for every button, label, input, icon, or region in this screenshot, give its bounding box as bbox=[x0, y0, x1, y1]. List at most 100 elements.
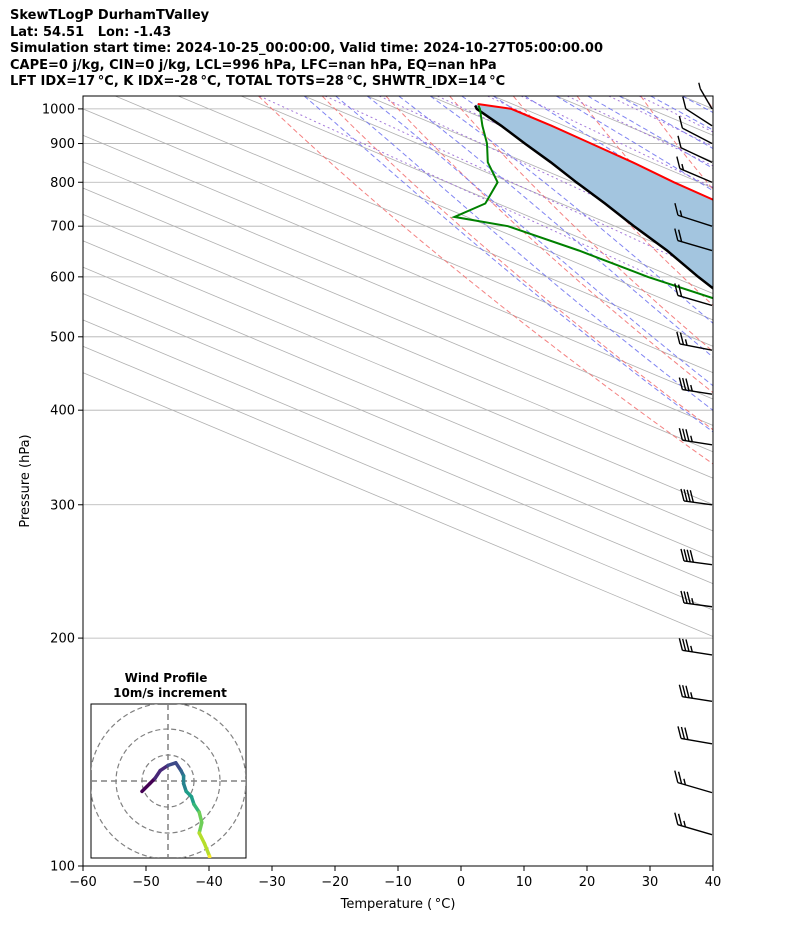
dry-adiabat bbox=[704, 96, 713, 110]
barb-flag bbox=[674, 812, 679, 825]
moist-adiabat bbox=[429, 96, 713, 324]
cape-line: CAPE=0 j/kg, CIN=0 j/kg, LCL=996 hPa, LF… bbox=[10, 57, 497, 73]
hodograph-subtitle: 10m/s increment bbox=[113, 686, 227, 700]
barb-flag bbox=[676, 156, 681, 169]
wind-barb bbox=[680, 488, 713, 506]
barb-staff bbox=[680, 737, 713, 745]
barb-flag bbox=[683, 549, 688, 562]
barb-staff bbox=[677, 781, 713, 794]
barb-flag bbox=[674, 283, 679, 296]
dry-adiabat bbox=[258, 96, 713, 465]
barb-flag bbox=[678, 638, 684, 651]
barb-flag bbox=[676, 331, 681, 345]
barb-staff bbox=[682, 649, 713, 656]
barb-flag bbox=[677, 135, 682, 148]
barb-flag bbox=[680, 488, 685, 502]
barb-halfflag bbox=[684, 339, 688, 346]
barb-halfflag bbox=[690, 435, 693, 442]
barb-flag bbox=[678, 377, 684, 390]
time-line: Simulation start time: 2024-10-25_00:00:… bbox=[10, 41, 603, 57]
barb-staff bbox=[683, 500, 713, 506]
wind-barbs bbox=[674, 82, 713, 836]
barb-flag bbox=[681, 377, 687, 391]
wind-barb bbox=[677, 135, 713, 163]
isotherm bbox=[83, 187, 713, 453]
moist-adiabat bbox=[587, 96, 713, 170]
barb-staff bbox=[679, 167, 713, 183]
barb-halfflag bbox=[690, 384, 693, 392]
y-tick-label: 100 bbox=[50, 860, 75, 875]
isotherm bbox=[83, 372, 713, 637]
mixing-ratio-line bbox=[567, 96, 713, 167]
wind-barb bbox=[674, 228, 713, 252]
index-line: LFT IDX=17 °C, K IDX=-28 °C, TOTAL TOTS=… bbox=[10, 74, 506, 90]
barb-halfflag bbox=[698, 82, 701, 89]
wind-barb bbox=[674, 203, 713, 227]
dewpoint-line bbox=[450, 105, 713, 300]
wind-barb bbox=[678, 684, 713, 703]
wind-barb bbox=[674, 812, 713, 836]
hodograph-segment bbox=[197, 810, 204, 825]
wind-barb bbox=[677, 726, 713, 745]
chart-header: SkewTLogP DurhamTValley Lat: 54.51 Lon: … bbox=[10, 8, 790, 91]
background-lines bbox=[83, 96, 713, 866]
x-tick-label: −10 bbox=[384, 875, 411, 890]
barb-staff bbox=[683, 560, 713, 566]
barb-flag bbox=[678, 115, 684, 129]
x-tick-label: −60 bbox=[69, 875, 96, 890]
cape-shading bbox=[475, 104, 713, 289]
mixing-ratio-line bbox=[437, 96, 713, 227]
wind-barb bbox=[680, 548, 713, 566]
x-tick-label: 40 bbox=[705, 875, 722, 890]
barb-flag bbox=[685, 378, 690, 391]
barb-halfflag bbox=[683, 778, 687, 786]
y-tick-label: 700 bbox=[50, 220, 75, 235]
x-tick-label: −30 bbox=[258, 875, 285, 890]
x-tick-label: 0 bbox=[457, 875, 465, 890]
y-tick-label: 900 bbox=[50, 137, 75, 152]
barb-flag bbox=[686, 591, 691, 604]
barb-flag bbox=[677, 813, 683, 826]
y-tick-label: 400 bbox=[50, 404, 75, 419]
y-tick-label: 1000 bbox=[42, 102, 75, 117]
barb-flag bbox=[689, 550, 695, 563]
wind-barb bbox=[678, 115, 713, 145]
barb-flag bbox=[685, 685, 690, 698]
barb-flag bbox=[680, 548, 685, 562]
wind-barb bbox=[698, 82, 713, 110]
y-tick-label: 200 bbox=[50, 632, 75, 647]
barb-halfflag bbox=[691, 598, 695, 605]
barb-flag bbox=[682, 96, 687, 109]
barb-halfflag bbox=[679, 210, 683, 217]
dry-adiabat bbox=[385, 96, 713, 394]
hodograph-inset: Wind Profile 10m/s increment bbox=[90, 671, 247, 859]
barb-halfflag bbox=[681, 163, 685, 171]
x-tick-label: −40 bbox=[195, 875, 222, 890]
barb-staff bbox=[679, 343, 713, 351]
dry-adiabat bbox=[576, 96, 713, 254]
x-tick-label: −50 bbox=[132, 875, 159, 890]
dry-adiabat bbox=[321, 96, 713, 431]
barb-halfflag bbox=[690, 692, 693, 699]
barb-staff bbox=[682, 388, 713, 395]
isotherm bbox=[83, 345, 713, 611]
isotherm bbox=[115, 96, 713, 347]
barb-flag bbox=[683, 489, 688, 502]
y-tick-label: 800 bbox=[50, 176, 75, 191]
barb-flag bbox=[677, 726, 682, 739]
barb-staff bbox=[677, 823, 713, 836]
isotherm bbox=[83, 134, 713, 400]
dry-adiabat bbox=[449, 96, 713, 353]
wind-barb bbox=[678, 428, 713, 446]
wind-barb bbox=[678, 638, 713, 656]
wind-barb bbox=[682, 96, 713, 127]
barb-flag bbox=[686, 549, 691, 562]
moist-adiabat bbox=[335, 96, 713, 411]
barb-flag bbox=[674, 203, 679, 216]
barb-flag bbox=[686, 489, 691, 502]
mixing-ratio-line bbox=[521, 96, 713, 189]
barb-staff bbox=[677, 239, 713, 252]
isotherm bbox=[304, 96, 713, 268]
moist-adiabat bbox=[303, 96, 713, 433]
